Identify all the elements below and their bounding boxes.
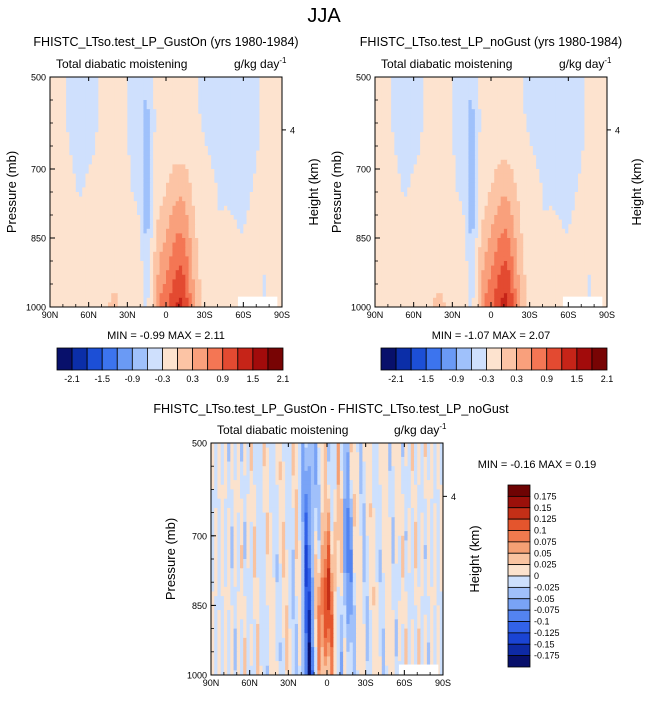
colorbar-label: 1.5 xyxy=(247,374,260,384)
y-tick-label: 850 xyxy=(31,234,46,244)
colorbar-box xyxy=(193,348,208,370)
colorbar-label: -2.1 xyxy=(64,374,80,384)
panel-2-units: g/kg day-1 xyxy=(559,56,612,71)
colorbar-box xyxy=(147,348,162,370)
height-tick-label: 4 xyxy=(290,125,295,135)
colorbar-box xyxy=(223,348,238,370)
colorbar-label: 0.9 xyxy=(216,374,229,384)
panel-2-title: FHISTC_LTso.test_LP_noGust (yrs 1980-198… xyxy=(360,35,622,49)
colorbar-box xyxy=(268,348,283,370)
x-tick-label: 0 xyxy=(163,310,168,320)
colorbar-box xyxy=(253,348,268,370)
colorbar-box xyxy=(87,348,102,370)
colorbar-label: -1.5 xyxy=(94,374,110,384)
panel-2-heatmap xyxy=(375,77,608,308)
panel-2-left-label: Total diabatic moistening xyxy=(381,57,512,71)
colorbar-box xyxy=(132,348,147,370)
colorbar-box xyxy=(117,348,132,370)
page-title: JJA xyxy=(307,5,341,27)
panel-gust-on: FHISTC_LTso.test_LP_GustOn (yrs 1980-198… xyxy=(4,35,321,384)
x-tick-label: 60N xyxy=(80,310,97,320)
x-tick-label: 30S xyxy=(197,310,213,320)
colorbar-box xyxy=(57,348,72,370)
colorbar-box xyxy=(238,348,253,370)
colorbar-label: -0.3 xyxy=(155,374,171,384)
panel-1-contour-field xyxy=(50,77,283,308)
panel-2-contour-field xyxy=(375,77,608,308)
colorbar-box xyxy=(72,348,87,370)
panel-1-units: g/kg day-1 xyxy=(234,56,287,71)
panel-1-heatmap xyxy=(50,77,283,308)
panel-1-minmax: MIN = -0.99 MAX = 2.11 xyxy=(107,330,225,342)
colorbar-box xyxy=(162,348,177,370)
panel-1-title: FHISTC_LTso.test_LP_GustOn (yrs 1980-198… xyxy=(33,35,298,49)
panel-1-colorbar: -2.1 -1.5 -0.9 -0.3 0.3 0.9 1.5 2.1 xyxy=(57,348,289,384)
x-tick-label: 90S xyxy=(274,310,290,320)
topography-mask xyxy=(238,297,277,307)
panel-no-gust: FHISTC_LTso.test_LP_noGust (yrs 1980-198… xyxy=(329,35,644,384)
x-tick-label: 90N xyxy=(42,310,59,320)
panel-1-ylabel-right: Height (km) xyxy=(306,158,321,225)
panel-1-ylabel: Pressure (mb) xyxy=(4,151,19,233)
colorbar-box xyxy=(178,348,193,370)
colorbar-label: -0.9 xyxy=(125,374,141,384)
colorbar-label: 0.3 xyxy=(186,374,199,384)
panel-1-left-label: Total diabatic moistening xyxy=(56,57,187,71)
colorbar-box xyxy=(102,348,117,370)
y-tick-label: 500 xyxy=(31,73,46,83)
colorbar-label: 2.1 xyxy=(277,374,290,384)
colorbar-box xyxy=(208,348,223,370)
x-tick-label: 60S xyxy=(235,310,251,320)
x-tick-label: 30N xyxy=(119,310,136,320)
y-tick-label: 700 xyxy=(31,165,46,175)
